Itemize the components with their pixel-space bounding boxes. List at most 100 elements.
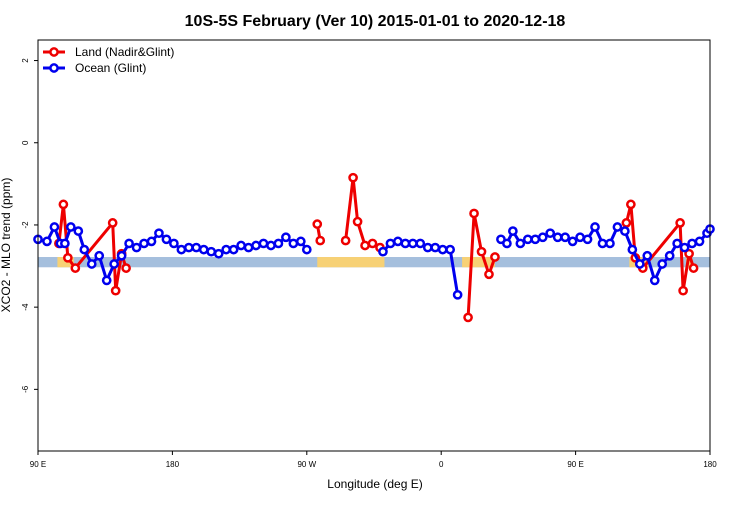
data-point — [575, 232, 585, 243]
data-point — [687, 238, 697, 249]
legend-marker — [49, 47, 59, 57]
data-point — [49, 222, 60, 232]
data-point — [348, 172, 358, 183]
y-tick-label: 2 — [21, 58, 30, 63]
data-point — [315, 235, 326, 246]
data-point — [251, 240, 261, 251]
data-point — [560, 232, 570, 243]
data-point — [679, 242, 690, 253]
data-point — [688, 263, 699, 273]
data-point — [367, 238, 378, 249]
land-band — [317, 257, 385, 268]
data-point — [627, 244, 638, 255]
data-point — [154, 228, 164, 239]
data-point — [621, 218, 632, 228]
series-layer — [33, 172, 715, 323]
data-point — [281, 232, 291, 243]
data-point — [228, 244, 239, 255]
x-tick-label: 180 — [166, 460, 180, 469]
data-point — [70, 263, 81, 273]
data-point — [266, 240, 276, 251]
data-point — [124, 238, 134, 249]
data-point — [191, 242, 202, 253]
data-point — [385, 238, 396, 249]
y-tick-label: -2 — [21, 221, 30, 229]
x-axis: 90 E 180 90 W 0 90 E 180 — [30, 451, 717, 469]
data-point — [121, 263, 131, 273]
data-point — [515, 238, 526, 249]
x-tick-label: 90 E — [30, 460, 46, 469]
data-point — [437, 244, 448, 255]
data-point — [672, 238, 682, 249]
data-point — [694, 236, 705, 247]
data-point — [400, 238, 411, 249]
series-line — [624, 202, 696, 293]
background-bands — [38, 257, 710, 268]
land-band — [57, 257, 74, 268]
data-point — [605, 238, 615, 249]
data-point — [537, 232, 548, 243]
data-point — [626, 199, 636, 210]
data-point — [415, 238, 426, 249]
data-point — [79, 244, 90, 255]
data-point — [213, 248, 224, 259]
data-point — [678, 285, 688, 296]
legend: Land (Nadir&Glint) Ocean (Glint) — [43, 45, 174, 75]
data-point — [597, 238, 608, 249]
y-axis: 2 0 -2 -4 -6 — [21, 58, 38, 393]
data-point — [110, 285, 121, 296]
y-tick-label: -6 — [21, 385, 30, 393]
data-point — [590, 222, 600, 232]
data-point — [422, 242, 433, 253]
data-point — [169, 238, 179, 249]
chart-title: 10S-5S February (Ver 10) 2015-01-01 to 2… — [185, 13, 566, 30]
data-point — [312, 219, 323, 229]
data-point — [657, 259, 668, 269]
x-tick-label: 90 W — [297, 460, 316, 469]
y-axis-label: XCO2 - MLO trend (ppm) — [0, 178, 13, 313]
data-point — [146, 236, 157, 247]
data-point — [675, 218, 685, 228]
data-point — [116, 250, 127, 261]
y-tick-label: -4 — [21, 303, 30, 311]
data-point — [221, 244, 232, 255]
legend-label: Ocean (Glint) — [75, 61, 146, 75]
data-point — [430, 242, 441, 253]
x-tick-label: 180 — [703, 460, 717, 469]
data-point — [530, 234, 541, 245]
series-line — [344, 176, 381, 249]
legend-label: Land (Nadir&Glint) — [75, 45, 174, 59]
series-0 — [54, 172, 699, 323]
data-point — [288, 238, 299, 249]
data-point — [393, 236, 403, 247]
data-point — [664, 250, 675, 261]
data-point — [198, 244, 209, 255]
data-point — [545, 228, 556, 239]
legend-item: Land (Nadir&Glint) — [43, 45, 174, 59]
data-point — [42, 236, 52, 247]
data-point — [273, 238, 284, 249]
series-1 — [33, 222, 715, 300]
data-point — [301, 244, 312, 255]
data-point — [139, 238, 149, 249]
legend-marker — [49, 63, 59, 73]
data-point — [552, 232, 563, 243]
data-point — [352, 216, 363, 227]
data-point — [131, 242, 142, 253]
data-point — [567, 236, 578, 247]
data-point — [60, 238, 70, 249]
data-point — [684, 248, 694, 259]
data-point — [183, 242, 194, 253]
data-point — [340, 235, 351, 246]
y-tick-label: 0 — [21, 140, 30, 145]
data-point — [612, 222, 623, 232]
data-point — [101, 275, 112, 286]
data-point — [109, 259, 120, 269]
x-tick-label: 0 — [439, 460, 444, 469]
data-point — [452, 289, 463, 300]
data-point — [407, 238, 418, 249]
data-point — [582, 234, 593, 245]
x-tick-label: 90 E — [567, 460, 583, 469]
data-point — [73, 226, 84, 236]
